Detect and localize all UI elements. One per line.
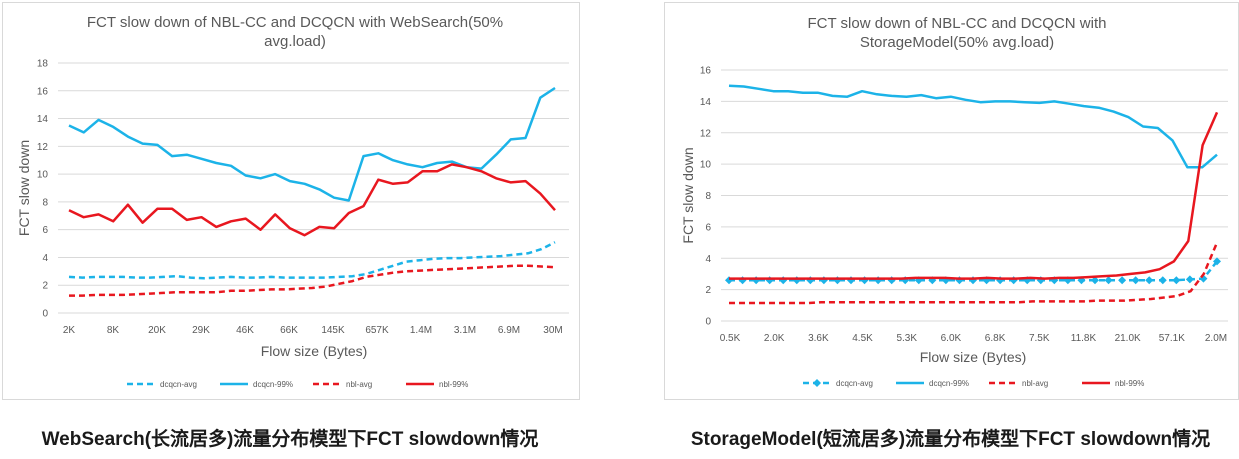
storagemodel-chart: FCT slow down of NBL-CC and DCQCN with St… xyxy=(680,15,1228,388)
y-axis-label: FCT slow down xyxy=(680,147,696,243)
series-line-nbl-99pct xyxy=(729,111,1219,280)
legend-label: nbl-99% xyxy=(1115,379,1144,388)
chart-panel-storagemodel: FCT slow down of NBL-CC and DCQCN with St… xyxy=(664,2,1239,400)
series-line-dcqcn-avg xyxy=(68,241,556,280)
x-tick-label: 2K xyxy=(63,325,76,336)
x-tick-label: 4.5K xyxy=(852,333,873,344)
y-tick-label: 4 xyxy=(705,254,711,265)
series-line-dcqcn-99pct xyxy=(68,86,556,202)
y-tick-label: 12 xyxy=(37,142,49,153)
y-tick-label: 18 xyxy=(37,59,49,70)
caption-storagemodel: StorageModel(短流居多)流量分布模型下FCT slowdown情况 xyxy=(690,429,1211,450)
x-tick-label: 7.5K xyxy=(1029,333,1050,344)
legend: dcqcn-avg dcqcn-99% nbl-avg nbl-99% xyxy=(803,379,1144,388)
y-tick-label: 2 xyxy=(42,281,48,292)
series-marker xyxy=(1213,257,1221,266)
x-tick-label: 20K xyxy=(148,325,166,336)
x-tick-label: 3.1M xyxy=(454,325,476,336)
y-tick-label: 6 xyxy=(42,225,48,236)
legend-label: nbl-99% xyxy=(439,380,468,389)
chart-title-line: avg.load) xyxy=(264,33,326,50)
x-tick-label: 0.5K xyxy=(720,333,741,344)
x-tick-label: 657K xyxy=(365,325,389,336)
legend-label: dcqcn-99% xyxy=(253,380,293,389)
y-tick-label: 0 xyxy=(42,309,48,320)
y-tick-label: 0 xyxy=(705,317,711,328)
legend-label: nbl-avg xyxy=(346,380,372,389)
legend: dcqcn-avg dcqcn-99% nbl-avg nbl-99% xyxy=(127,380,468,389)
y-tick-label: 4 xyxy=(42,253,48,264)
x-tick-label: 6.0K xyxy=(941,333,962,344)
series-line-nbl-avg xyxy=(729,242,1219,305)
legend-marker xyxy=(813,379,821,387)
chart-panel-websearch: FCT slow down of NBL-CC and DCQCN with W… xyxy=(2,2,580,400)
y-tick-label: 12 xyxy=(700,128,712,139)
x-tick-label: 8K xyxy=(107,325,120,336)
y-tick-label: 16 xyxy=(37,86,49,97)
y-tick-label: 8 xyxy=(42,197,48,208)
legend-label: nbl-avg xyxy=(1022,379,1048,388)
series-line-dcqcn-99pct xyxy=(728,84,1218,169)
x-tick-label: 57.1K xyxy=(1159,333,1185,344)
series-marker xyxy=(1104,276,1113,285)
x-tick-label: 3.6K xyxy=(808,333,829,344)
y-tick-label: 2 xyxy=(705,285,711,296)
y-tick-label: 8 xyxy=(705,191,711,202)
chart-title-line: FCT slow down of NBL-CC and DCQCN with xyxy=(808,15,1107,32)
x-tick-label: 29K xyxy=(192,325,210,336)
y-tick-label: 14 xyxy=(37,114,49,125)
y-tick-label: 16 xyxy=(700,66,712,77)
series-marker xyxy=(1131,276,1140,285)
legend-label: dcqcn-avg xyxy=(160,380,197,389)
series-line-nbl-99pct xyxy=(68,163,556,237)
series-marker xyxy=(1158,276,1167,285)
y-axis-label: FCT slow down xyxy=(16,140,32,236)
x-tick-label: 30M xyxy=(543,325,562,336)
x-tick-label: 5.3K xyxy=(896,333,917,344)
x-axis-label: Flow size (Bytes) xyxy=(261,343,368,359)
x-tick-label: 2.0K xyxy=(764,333,785,344)
legend-label: dcqcn-99% xyxy=(929,379,969,388)
x-tick-label: 6.9M xyxy=(498,325,520,336)
x-tick-label: 145K xyxy=(321,325,345,336)
y-tick-label: 10 xyxy=(700,160,712,171)
series-line-nbl-avg xyxy=(69,264,556,297)
series-marker xyxy=(1118,276,1127,285)
chart-title-line: StorageModel(50% avg.load) xyxy=(860,34,1054,51)
series-marker xyxy=(1145,276,1154,285)
y-tick-label: 14 xyxy=(700,97,712,108)
legend-label: dcqcn-avg xyxy=(836,379,873,388)
y-tick-label: 6 xyxy=(705,222,711,233)
x-tick-label: 11.8K xyxy=(1071,333,1097,344)
x-tick-label: 2.0M xyxy=(1205,333,1227,344)
x-tick-label: 21.0K xyxy=(1115,333,1141,344)
series-marker xyxy=(1091,276,1099,285)
websearch-chart: FCT slow down of NBL-CC and DCQCN with W… xyxy=(16,14,569,389)
series-marker xyxy=(1172,276,1181,285)
x-tick-label: 66K xyxy=(280,325,298,336)
x-tick-label: 1.4M xyxy=(410,325,432,336)
caption-websearch: WebSearch(长流居多)流量分布模型下FCT slowdown情况 xyxy=(41,429,539,450)
x-tick-label: 6.8K xyxy=(985,333,1006,344)
series-marker xyxy=(1185,275,1194,284)
chart-title-line: FCT slow down of NBL-CC and DCQCN with W… xyxy=(87,14,503,31)
x-axis-label: Flow size (Bytes) xyxy=(920,349,1027,365)
y-tick-label: 10 xyxy=(37,170,49,181)
x-tick-label: 46K xyxy=(236,325,254,336)
